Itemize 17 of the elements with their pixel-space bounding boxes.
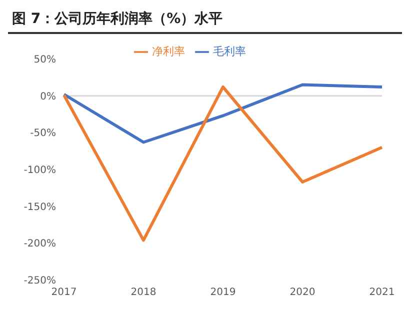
x-tick-label: 2019 bbox=[210, 287, 236, 298]
y-tick-label: -100% bbox=[24, 165, 56, 176]
y-tick-label: 50% bbox=[34, 54, 56, 66]
x-tick-label: 2020 bbox=[290, 287, 316, 298]
legend-label: 净利率 bbox=[152, 45, 185, 58]
y-tick-label: -250% bbox=[24, 276, 56, 287]
y-tick-label: -150% bbox=[24, 202, 56, 213]
y-tick-label: -200% bbox=[24, 238, 56, 250]
y-tick-label: 0% bbox=[40, 91, 56, 102]
line-series bbox=[62, 85, 384, 242]
line-series bbox=[62, 83, 384, 144]
x-tick-label: 2021 bbox=[369, 287, 395, 298]
legend-label: 毛利率 bbox=[213, 45, 246, 58]
y-tick-label: -50% bbox=[30, 128, 56, 140]
x-tick-label: 2018 bbox=[130, 287, 156, 298]
x-tick-label: 2017 bbox=[51, 287, 77, 298]
chart-title: 图 7：公司历年利润率（%）水平 bbox=[8, 8, 402, 34]
